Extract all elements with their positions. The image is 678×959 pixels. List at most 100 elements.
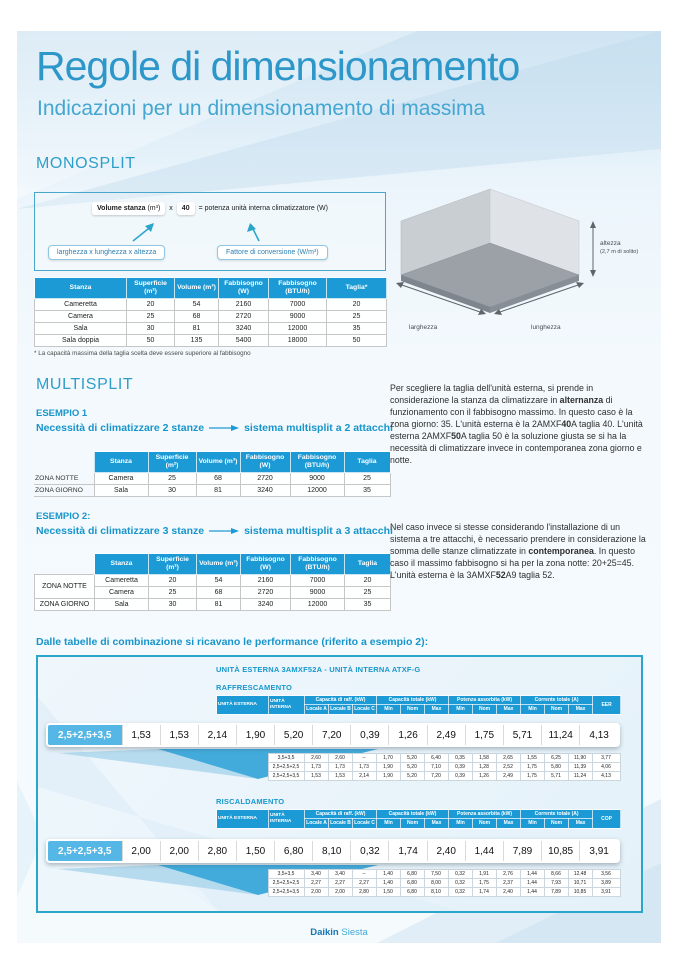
arrowhead	[494, 309, 502, 315]
table-cell: 30	[148, 598, 197, 612]
table-cell: ZONA GIORNO	[34, 484, 95, 498]
subcol: Max	[496, 818, 522, 829]
table-cell: 6,25	[543, 753, 569, 763]
right-arrow-icon	[209, 528, 240, 534]
table-cell: 3,5+3,5	[267, 753, 305, 763]
table-cell: 3240	[239, 484, 291, 498]
table-row: Camera 25 68 2720 9000 25	[34, 310, 387, 324]
larghezza-arrow	[398, 283, 484, 314]
table-cell: 1,44	[519, 887, 545, 897]
col-superficie: Superficie (m²)	[147, 450, 197, 474]
subcol: Nom	[544, 818, 570, 829]
table-cell: 3,91	[591, 887, 621, 897]
paragraph-1: Per scegliere la taglia dell'unità ester…	[390, 383, 648, 467]
zone-label: ZONA NOTTE	[34, 574, 95, 600]
esempio1-line: Necessità di climatizzare 2 stanze siste…	[36, 422, 393, 434]
callout-table: 2,5+2,5+3,5 1,53 1,53 2,14 1,90 5,20 7,20 0,39 1…	[48, 725, 618, 745]
table-cell: 9000	[268, 310, 327, 324]
table-cell	[216, 772, 268, 781]
bold-text: alternanza	[559, 394, 604, 405]
table-cell: 1,75	[519, 762, 545, 772]
riscaldamento-callout-row: 2,5+2,5+3,5 2,00 2,00 2,80 1,50 6,80 8,10 0,32 1…	[46, 839, 620, 863]
col-superficie: Superficie (m²)	[126, 276, 175, 300]
multisplit-heading: MULTISPLIT	[36, 376, 134, 393]
subcol: Min	[520, 818, 546, 829]
arrowhead	[478, 309, 486, 315]
table-header-row: UNITÀ ESTERNA UNITÀ INTERNA Capacità di …	[216, 808, 622, 829]
table-cell: 135	[174, 334, 219, 348]
arrowhead	[590, 270, 596, 277]
group-capacita-raff: Capacità di raff. (kW)	[304, 694, 377, 706]
table-cell: 2,00	[327, 887, 353, 897]
larghezza-label: larghezza	[409, 324, 438, 331]
table-cell: Cameretta	[94, 574, 149, 588]
table-cell: 1,75	[464, 725, 504, 745]
table-cell: 81	[174, 322, 219, 336]
table-cell: 2,76	[495, 869, 521, 879]
lunghezza-arrow	[496, 283, 582, 314]
table-cell: 2,5+2,5+2,5	[267, 878, 305, 888]
table-row: 2,5+2,5+3,5 1,53 1,53 2,14 1,90 5,20 7,20 0,39 1…	[216, 771, 621, 781]
arrowhead	[396, 282, 404, 288]
table-cell: 20	[326, 298, 387, 312]
subcol: Nom	[400, 704, 425, 715]
group-potenza: Potenza assorbita (kW)	[448, 694, 522, 706]
riscaldamento-header-table: UNITÀ ESTERNA UNITÀ INTERNA Capacità di …	[216, 808, 622, 829]
table-cell: 2,5+2,5+3,5	[267, 887, 305, 897]
text: A taglia 40. L'unità esterna 2AMXF	[390, 418, 643, 441]
table-cell: 11,24	[567, 771, 593, 781]
table-cell: 5,71	[543, 771, 569, 781]
volume-chip: Volume stanza (m³)	[92, 202, 166, 215]
group-potenza: Potenza assorbita (kW)	[448, 808, 522, 820]
altezza-label: altezza	[600, 240, 621, 247]
table-footnote: * La capacità massima della taglia scelt…	[34, 350, 251, 357]
table-cell: 35	[326, 322, 387, 336]
table-cell: 6,40	[423, 753, 449, 763]
col-stanza: Stanza	[93, 450, 149, 474]
formula-box: Volume stanza (m³) x 40 = potenza unità …	[34, 192, 386, 271]
table-cell: 2,00	[121, 841, 161, 861]
table-cell: 2,5+2,5+3,5	[48, 841, 122, 861]
combination-box-title: UNITÀ ESTERNA 3AMXF52A - UNITÀ INTERNA A…	[216, 665, 421, 674]
table-cell: 2,80	[351, 887, 377, 897]
table-cell: 7,89	[502, 841, 542, 861]
table-cell: 4,13	[591, 771, 621, 781]
col-taglia: Taglia	[344, 552, 391, 576]
table-cell: 8,10	[312, 841, 351, 861]
table-cell: 4,06	[591, 762, 621, 772]
monosplit-heading: MONOSPLIT	[36, 155, 136, 172]
table-cell: 2,49	[426, 725, 466, 745]
esempio1-label: ESEMPIO 1	[36, 408, 88, 419]
floor-edge	[490, 275, 579, 313]
table-row: ZONA NOTTE Camera 25 68 2720 9000 25	[34, 472, 391, 486]
table-cell: 1,26	[471, 771, 497, 781]
table-cell: 2,49	[495, 771, 521, 781]
table-cell: 1,44	[519, 878, 545, 888]
table-cell: 2,14	[197, 725, 237, 745]
room-diagram: altezza (2,7 m di solito) larghezza lung…	[396, 188, 638, 331]
table-row: ZONA NOTTE Cameretta 20 54 2160 7000 20	[34, 574, 391, 600]
table-row: 3,5+3,5 2,60 2,60–1,70 5,20 6,40 0,35 1,58 2,65…	[216, 753, 621, 763]
table-cell: 2,27	[327, 878, 353, 888]
table-header-row: Stanza Superficie (m²) Volume (m³) Fabbi…	[34, 276, 387, 300]
table-cell: 1,55	[519, 753, 545, 763]
table-row: 3,5+3,5 3,40 3,40–1,40 6,80 7,50 0,32 1,91 2,76…	[216, 869, 621, 879]
table-row: Camera 25 68 2720 9000 25	[35, 586, 391, 600]
table-row: Sala doppia 50 135 5400 18000 50	[34, 334, 387, 348]
table-row: 2,5+2,5+3,5 2,00 2,00 2,80 1,50 6,80 8,10 0,32 1…	[216, 887, 621, 897]
table-cell: 0,39	[447, 771, 473, 781]
table-cell: 1,53	[303, 771, 329, 781]
volume-unit: (m³)	[147, 205, 161, 212]
table-cell: 25	[344, 586, 391, 600]
text: Per scegliere la taglia dell'unità ester…	[390, 383, 594, 405]
table-cell: 1,44	[464, 841, 504, 861]
table-row: 2,5+2,5+2,5 2,27 2,27 2,27 1,40 6,80 8,00 0,32 1…	[216, 878, 621, 888]
table-cell: –	[351, 869, 377, 879]
table-cell: Sala	[94, 598, 149, 612]
col-fabbisogno-btu: Fabbisogno (BTU/h)	[268, 276, 327, 300]
table-cell	[216, 879, 268, 888]
conversion-callout: Fattore di conversione (W/m³)	[217, 245, 328, 260]
table-cell: 3,91	[579, 841, 618, 861]
table-row: 2,5+2,5+3,5 1,53 1,53 2,14 1,90 5,20 7,20 0,39 1…	[48, 725, 618, 745]
table-cell: 6,80	[399, 887, 425, 897]
